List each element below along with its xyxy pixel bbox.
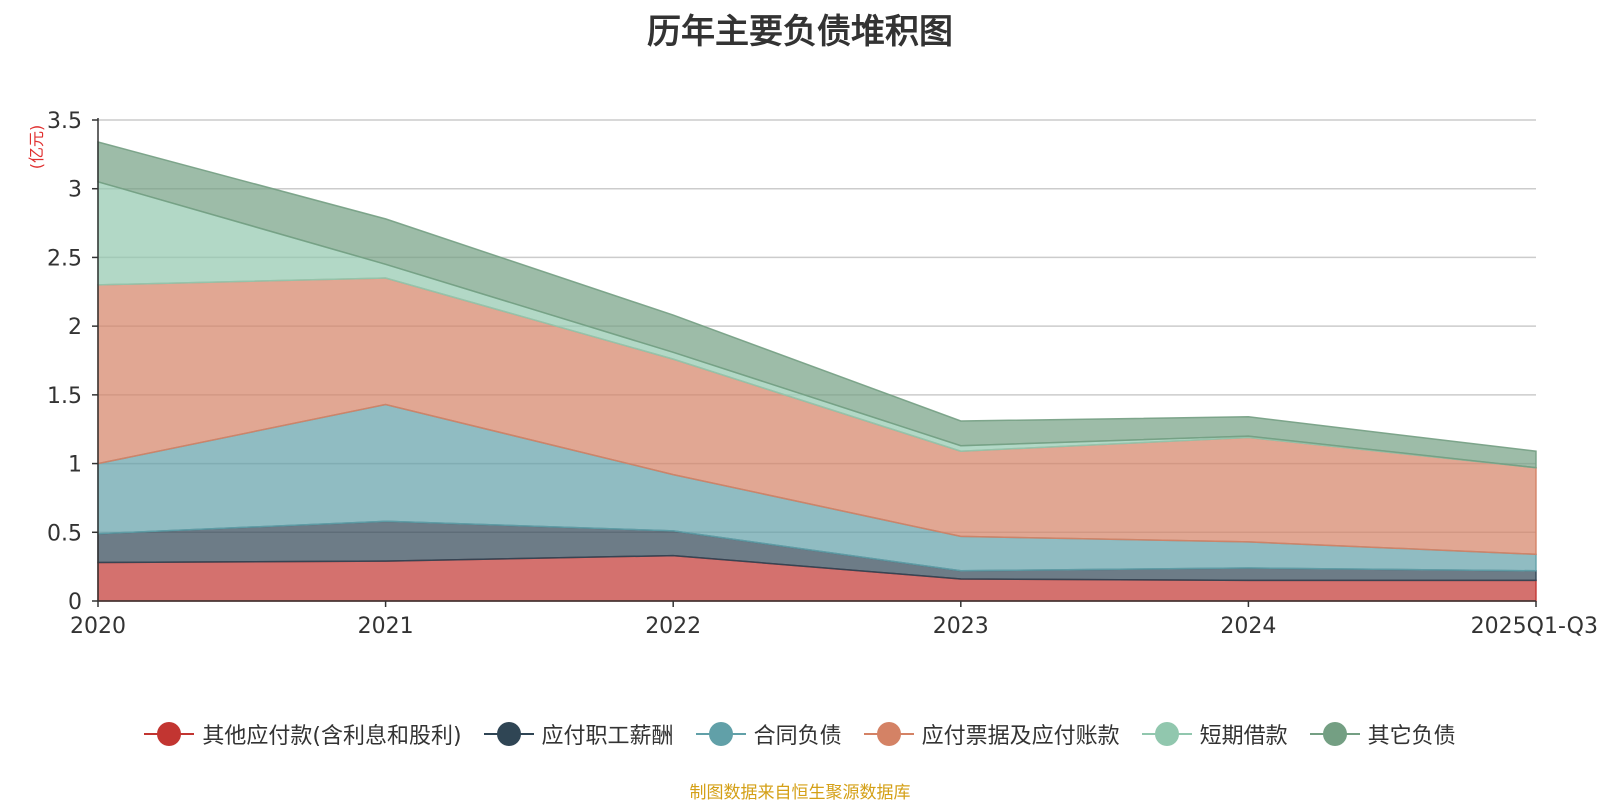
- x-tick-label: 2022: [645, 614, 701, 639]
- legend-item[interactable]: 短期借款: [1141, 718, 1288, 750]
- legend-marker-icon: [863, 722, 914, 746]
- legend-label: 应付职工薪酬: [541, 724, 674, 749]
- y-tick-label: 3.5: [47, 109, 82, 134]
- legend: 其他应付款(含利息和股利) 应付职工薪酬 合同负债 应付票据及应付账款 短期借款 其它负债: [0, 718, 1600, 750]
- legend-marker-icon: [144, 722, 195, 746]
- data-source-note: 制图数据来自恒生聚源数据库: [689, 783, 911, 803]
- legend-label: 短期借款: [1199, 724, 1288, 749]
- area-series: [97, 141, 1537, 469]
- x-tick-label: 2025Q1-Q3: [1471, 614, 1598, 639]
- y-tick-label: 2.5: [47, 246, 82, 271]
- x-tick-label: 2023: [933, 614, 989, 639]
- legend-item[interactable]: 其它负债: [1309, 718, 1456, 750]
- legend-marker-icon: [1141, 722, 1192, 746]
- y-axis-unit-label: (亿元): [27, 125, 46, 170]
- legend-item[interactable]: 合同负债: [695, 718, 842, 750]
- y-tick-label: 1.5: [47, 384, 82, 409]
- chart-title: 历年主要负债堆积图: [647, 12, 953, 52]
- legend-marker-icon: [483, 722, 534, 746]
- x-tick-label: 2024: [1220, 614, 1276, 639]
- y-tick-label: 0: [68, 590, 82, 615]
- legend-item[interactable]: 应付职工薪酬: [483, 718, 674, 750]
- legend-label: 合同负债: [753, 724, 842, 749]
- x-tick-label: 2021: [358, 614, 414, 639]
- x-tick-label: 2020: [70, 614, 126, 639]
- legend-marker-icon: [695, 722, 746, 746]
- y-tick-label: 2: [68, 315, 82, 340]
- legend-marker-icon: [1309, 722, 1360, 746]
- y-tick-label: 1: [68, 453, 82, 478]
- legend-item[interactable]: 其他应付款(含利息和股利): [144, 718, 462, 750]
- legend-label: 其它负债: [1367, 724, 1456, 749]
- y-tick-label: 3: [68, 178, 82, 203]
- legend-item[interactable]: 应付票据及应付账款: [863, 718, 1120, 750]
- legend-label: 其他应付款(含利息和股利): [202, 724, 462, 749]
- legend-label: 应付票据及应付账款: [921, 724, 1120, 749]
- y-tick-label: 0.5: [47, 521, 82, 546]
